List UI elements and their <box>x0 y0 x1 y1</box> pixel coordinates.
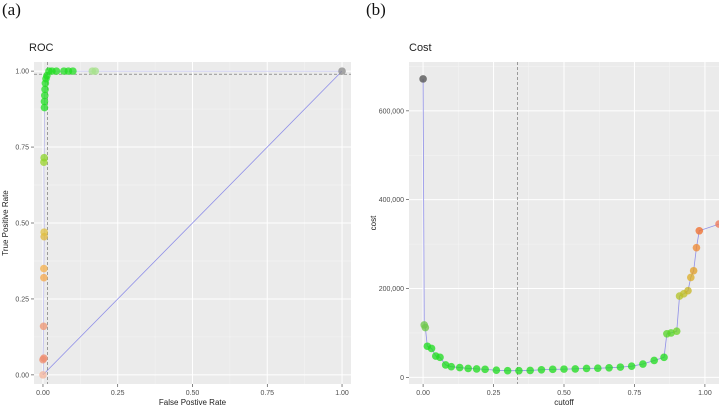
x-axis-title: cutoff <box>554 398 574 406</box>
cost-data-point <box>594 364 602 373</box>
roc-chart-title: ROC <box>29 42 54 54</box>
roc-data-point <box>40 103 49 112</box>
x-tick-label: 0.25 <box>487 390 501 397</box>
cost-data-point <box>627 362 636 371</box>
roc-data-point <box>40 264 48 273</box>
cost-data-point <box>650 356 658 365</box>
cost-data-point <box>472 365 481 373</box>
cost-data-point <box>503 366 512 375</box>
cost-data-point <box>427 344 436 353</box>
x-tick-label: 0.75 <box>628 390 642 397</box>
y-tick-label: 0.50 <box>15 221 29 228</box>
y-tick-label: 0.75 <box>15 145 29 152</box>
cost-data-point <box>605 363 613 372</box>
panel-b-letter: (b) <box>366 0 386 19</box>
cost-data-point <box>616 363 625 371</box>
roc-data-point <box>40 228 48 236</box>
cost-data-point <box>515 366 523 375</box>
cost-data-point <box>447 362 456 371</box>
x-tick-label: 1.00 <box>335 390 349 397</box>
roc-data-point <box>52 67 61 75</box>
roc-chart: 0.00 0.25 0.50 0.75 1.00 0.00 0.25 0.50 0.75 1.00… <box>1 62 351 406</box>
cost-data-point <box>526 366 534 375</box>
roc-data-point <box>91 67 100 75</box>
roc-data-point <box>69 67 77 75</box>
cost-data-point <box>481 365 489 374</box>
cost-data-point <box>571 365 580 373</box>
x-tick-label: 0.00 <box>416 390 430 397</box>
cost-data-point <box>548 365 557 374</box>
cost-data-point <box>492 366 501 375</box>
roc-data-point <box>39 355 47 364</box>
roc-data-point <box>41 85 49 94</box>
cost-data-point <box>692 243 701 252</box>
cost-data-point <box>672 327 681 335</box>
cost-data-point <box>455 363 464 372</box>
x-tick-label: 0.75 <box>260 390 274 397</box>
cost-data-point <box>436 353 444 362</box>
roc-data-point <box>39 371 47 379</box>
x-tick-label: 0.50 <box>557 390 571 397</box>
y-tick-label: 0.00 <box>15 372 29 379</box>
cost-data-point <box>660 353 668 362</box>
y-tick-label: 0.25 <box>15 296 29 303</box>
cost-chart-title: Cost <box>409 42 432 54</box>
cost-data-point <box>715 220 719 228</box>
y-tick-label: 1.00 <box>15 69 29 76</box>
y-tick-label: 400,000 <box>379 197 404 204</box>
cost-data-point <box>687 273 695 282</box>
y-axis-title: cost <box>369 215 378 230</box>
y-tick-label: 200,000 <box>379 286 404 293</box>
roc-diagonal-line <box>42 70 343 376</box>
cost-data-point <box>464 364 472 373</box>
cost-data-point <box>537 365 546 374</box>
panel-a-letter: (a) <box>2 0 21 19</box>
cost-data-point <box>684 286 692 295</box>
y-axis-title: True Positive Rate <box>1 190 10 256</box>
y-tick-label: 600,000 <box>379 108 404 115</box>
cost-data-point <box>639 360 647 368</box>
roc-data-point <box>39 322 48 331</box>
roc-data-point <box>40 91 49 100</box>
cost-data-point <box>421 323 430 332</box>
x-tick-label: 0.25 <box>111 390 125 397</box>
x-tick-label: 0.00 <box>36 390 50 397</box>
cost-data-point <box>695 226 704 235</box>
y-tick-label: 0 <box>400 375 404 382</box>
roc-data-point <box>40 273 48 282</box>
roc-data-point <box>40 97 49 106</box>
roc-data-point <box>40 153 48 162</box>
cost-data-point <box>582 364 591 373</box>
x-tick-label: 1.00 <box>698 390 712 397</box>
cost-data-point <box>419 75 427 83</box>
x-axis-title: False Postive Rate <box>159 398 227 406</box>
cost-data-point <box>689 266 698 275</box>
x-tick-label: 0.50 <box>186 390 200 397</box>
cost-data-point <box>560 365 568 373</box>
roc-data-point <box>338 67 346 75</box>
